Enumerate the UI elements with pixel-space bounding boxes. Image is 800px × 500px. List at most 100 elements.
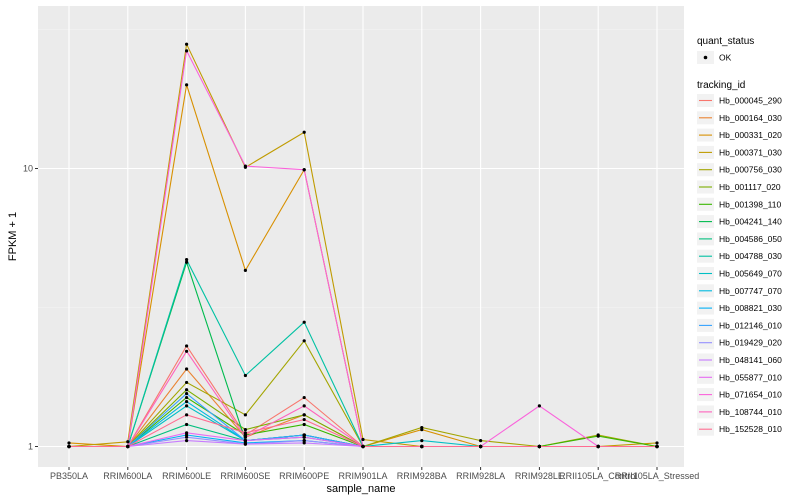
data-point-Hb_071654_010-3 [243, 164, 247, 168]
data-point-Hb_000331_020-3 [243, 268, 247, 272]
legend-title-quant-status: quant_status [697, 36, 754, 47]
data-point-Hb_001398_110-2 [185, 395, 189, 400]
legend-label-Hb_048141_060: Hb_048141_060 [719, 355, 782, 365]
data-point-Hb_000331_020-2 [185, 83, 189, 87]
data-point-Hb_004788_030-4 [302, 320, 306, 324]
data-point-Hb_004788_030-2 [185, 258, 189, 262]
data-point-Hb_005649_070-2 [185, 404, 189, 408]
x-tick-label-4: RRIM600PE [279, 471, 329, 481]
data-point-Hb_012146_010-4 [302, 433, 306, 437]
legend-label-Hb_000331_020: Hb_000331_020 [719, 130, 782, 140]
data-point-Hb_001117_020-4 [302, 413, 306, 417]
data-point-Hb_004788_030-3 [243, 373, 247, 378]
data-point-Hb_071654_010-2 [185, 49, 189, 53]
x-tick-label-2: RRIM600LE [162, 471, 211, 481]
data-point-Hb_071654_010-8 [537, 404, 542, 408]
y-axis-title: FPKM + 1 [7, 212, 19, 261]
data-point-Hb_000045_290-4 [302, 395, 306, 400]
data-point-Hb_000331_020-0 [67, 441, 71, 445]
data-point-Hb_108744_010-3 [243, 435, 247, 439]
legend-label-Hb_008821_030: Hb_008821_030 [719, 303, 782, 313]
data-point-Hb_001398_110-4 [302, 422, 306, 427]
legend-label-Hb_071654_010: Hb_071654_010 [719, 390, 782, 400]
legend-label-Hb_055877_010: Hb_055877_010 [719, 372, 782, 382]
data-point-Hb_000371_030-10 [655, 441, 659, 445]
legend-label-Hb_019429_020: Hb_019429_020 [719, 338, 782, 348]
x-axis-title: sample_name [326, 483, 395, 495]
x-tick-label-9: RRII105LA_Control [559, 471, 637, 481]
legend-label-quant-status-0: OK [719, 53, 732, 63]
data-point-Hb_152528_010-7 [479, 444, 483, 449]
data-point-Hb_000045_290-2 [185, 344, 189, 348]
data-point-Hb_001117_020-3 [243, 428, 247, 432]
x-tick-label-8: RRIM928LE [515, 471, 564, 481]
data-point-Hb_000371_030-2 [185, 42, 189, 46]
legend-label-Hb_004241_140: Hb_004241_140 [719, 217, 782, 227]
x-axis: PB350LA RRIM600LA RRIM600LE RRIM600SE RRIM60… [50, 467, 699, 481]
data-point-Hb_000371_030-4 [302, 130, 306, 134]
legend-label-Hb_000371_030: Hb_000371_030 [719, 147, 782, 157]
data-point-Hb_071654_010-4 [302, 168, 306, 172]
data-point-Hb_108744_010-2 [185, 349, 189, 353]
legend-label-Hb_000045_290: Hb_000045_290 [719, 96, 782, 106]
legend-point-quant-status-0 [703, 55, 708, 60]
data-point-Hb_152528_010-4 [302, 417, 306, 422]
data-point-Hb_152528_010-1 [126, 444, 130, 449]
x-tick-label-6: RRIM928BA [397, 471, 447, 481]
data-point-Hb_055877_010-4 [302, 435, 306, 439]
data-point-Hb_012146_010-2 [185, 391, 189, 396]
legend-tracking-id-entries: Hb_000045_290 Hb_000164_030 Hb_000331_020 H… [697, 94, 782, 436]
data-point-Hb_152528_010-6 [420, 444, 424, 449]
y-tick-label-0: 1 [28, 442, 33, 452]
y-axis: 1 10 [23, 164, 38, 452]
x-tick-label-3: RRIM600SE [220, 471, 270, 481]
y-tick-label-1: 10 [23, 164, 33, 174]
legend-label-Hb_005649_070: Hb_005649_070 [719, 269, 782, 279]
x-tick-label-10: RRII105LA_Stressed [615, 471, 700, 481]
legend-label-Hb_004788_030: Hb_004788_030 [719, 251, 782, 261]
data-point-Hb_000164_030-2 [185, 367, 189, 371]
data-point-Hb_108744_010-4 [302, 404, 306, 408]
data-point-Hb_001117_020-2 [185, 388, 189, 392]
data-point-Hb_000756_030-7 [479, 439, 483, 443]
data-point-Hb_048141_060-4 [302, 441, 306, 445]
data-point-Hb_019429_020-2 [185, 435, 189, 439]
legend-label-Hb_000164_030: Hb_000164_030 [719, 113, 782, 123]
x-tick-label-0: PB350LA [50, 471, 88, 481]
legend-title-tracking-id: tracking_id [697, 80, 745, 91]
legend: quant_status OK tracking_id Hb_000045_29… [697, 36, 782, 436]
data-point-Hb_152528_010-0 [67, 444, 71, 449]
legend-label-Hb_001117_020: Hb_001117_020 [719, 182, 781, 192]
data-point-Hb_152528_010-9 [596, 444, 600, 449]
legend-quant-status-entries: OK [697, 51, 732, 64]
data-point-Hb_048141_060-3 [243, 442, 247, 446]
legend-label-Hb_007747_070: Hb_007747_070 [719, 286, 782, 296]
legend-label-Hb_001398_110: Hb_001398_110 [719, 199, 782, 209]
data-point-Hb_000756_030-3 [243, 413, 247, 417]
data-point-Hb_152528_010-2 [185, 413, 189, 417]
x-tick-label-5: RRIM901LA [338, 471, 387, 481]
data-points [67, 42, 659, 449]
legend-label-Hb_000756_030: Hb_000756_030 [719, 165, 782, 175]
data-point-Hb_000756_030-4 [302, 339, 306, 343]
data-point-Hb_055877_010-2 [185, 431, 189, 435]
data-point-Hb_004586_050-2 [185, 422, 189, 427]
data-point-Hb_007747_070-2 [185, 400, 189, 404]
legend-label-Hb_012146_010: Hb_012146_010 [719, 320, 782, 330]
x-tick-label-1: RRIM600LA [103, 471, 152, 481]
data-point-Hb_019429_020-4 [302, 439, 306, 443]
data-point-Hb_004241_140-2 [185, 260, 189, 264]
legend-label-Hb_108744_010: Hb_108744_010 [719, 407, 782, 417]
data-point-Hb_152528_010-3 [243, 431, 247, 435]
data-point-Hb_000756_030-2 [185, 380, 189, 385]
data-point-Hb_001398_110-9 [596, 434, 600, 438]
legend-label-Hb_152528_010: Hb_152528_010 [719, 424, 782, 434]
data-point-Hb_152528_010-10 [655, 444, 659, 449]
x-tick-label-7: RRIM928LA [456, 471, 505, 481]
data-point-Hb_152528_010-5 [361, 444, 365, 449]
data-point-Hb_000756_030-6 [420, 425, 424, 430]
legend-label-Hb_004586_050: Hb_004586_050 [719, 234, 782, 244]
data-point-Hb_055877_010-3 [243, 439, 247, 443]
data-point-Hb_048141_060-2 [185, 439, 189, 443]
